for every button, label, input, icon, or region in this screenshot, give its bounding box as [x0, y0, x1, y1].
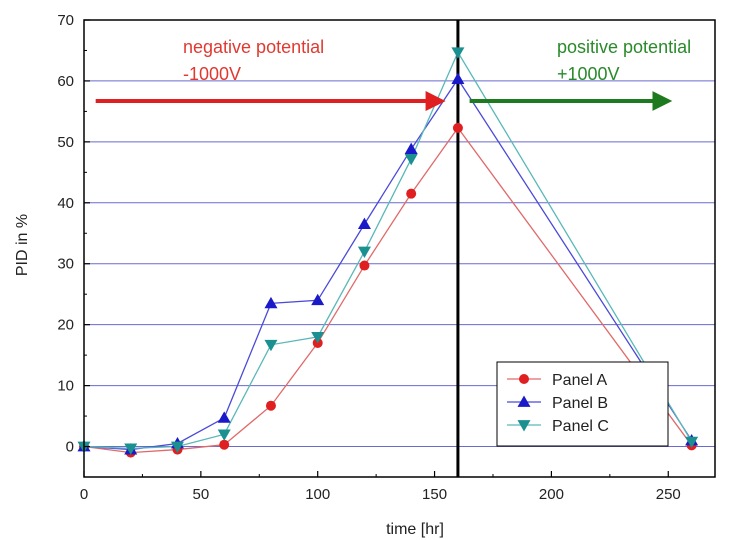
- panel-b-point: [264, 296, 278, 309]
- panel-c-point: [685, 436, 699, 449]
- negative-annotation-line1: negative potential: [183, 37, 324, 57]
- plot-frame: [83, 19, 716, 478]
- y-tick-label-40: 40: [57, 195, 74, 212]
- y-tick-label-0: 0: [66, 439, 74, 456]
- y-axis-label: PID in %: [14, 214, 31, 276]
- panel-b-point: [357, 217, 371, 230]
- positive-annotation-line1: positive potential: [557, 37, 691, 57]
- panel-b-point: [311, 293, 325, 306]
- panel-a-point: [406, 188, 417, 199]
- panel-b-point: [404, 142, 418, 155]
- y-tick-label-50: 50: [57, 134, 74, 151]
- panel-c-point: [217, 429, 231, 441]
- x-tick-label-50: 50: [193, 486, 210, 503]
- panel-c-point: [311, 331, 325, 344]
- panel-a-point: [219, 439, 230, 450]
- y-tick-label-30: 30: [57, 256, 74, 273]
- legend-label-panel-c: Panel C: [552, 418, 609, 435]
- x-tick-label-250: 250: [656, 486, 681, 503]
- panel-c-point: [357, 246, 371, 259]
- y-tick-label-20: 20: [57, 317, 74, 334]
- panel-c-point: [451, 47, 465, 59]
- y-tick-label-10: 10: [57, 378, 74, 395]
- panel-c-point: [124, 443, 138, 455]
- series-markers: [77, 47, 699, 458]
- legend-marker-panel-b: [517, 395, 531, 407]
- panel-b-point: [217, 411, 231, 423]
- panel-a-point: [452, 122, 463, 133]
- legend-marker-panel-c: [517, 420, 531, 432]
- legend-label-panel-b: Panel B: [552, 395, 608, 412]
- legend-label-panel-a: Panel A: [552, 372, 607, 389]
- negative-annotation-line2: -1000V: [183, 64, 241, 84]
- panel-c-point: [404, 154, 418, 166]
- panel-c-point: [170, 441, 184, 454]
- panel-c-point: [264, 339, 278, 352]
- panel-b-line: [83, 77, 693, 451]
- panel-a-point: [265, 400, 276, 411]
- legend: Panel A Panel B Panel C: [496, 361, 669, 447]
- panel-a-line: [83, 126, 693, 454]
- x-tick-label-200: 200: [539, 486, 564, 503]
- axes: 0 10 20 30 40 50 60 70 0 50 100 150 200 250: [57, 12, 680, 503]
- x-tick-label-100: 100: [305, 486, 330, 503]
- grid-lines: [84, 80, 715, 448]
- panel-b-point: [451, 72, 465, 84]
- panel-a-point: [359, 260, 370, 271]
- x-tick-label-0: 0: [80, 486, 88, 503]
- legend-marker-panel-a: [519, 374, 529, 384]
- y-tick-label-60: 60: [57, 73, 74, 90]
- x-axis-label: time [hr]: [386, 521, 444, 538]
- y-tick-label-70: 70: [57, 12, 74, 29]
- positive-annotation-line2: +1000V: [557, 64, 620, 84]
- x-tick-label-150: 150: [422, 486, 447, 503]
